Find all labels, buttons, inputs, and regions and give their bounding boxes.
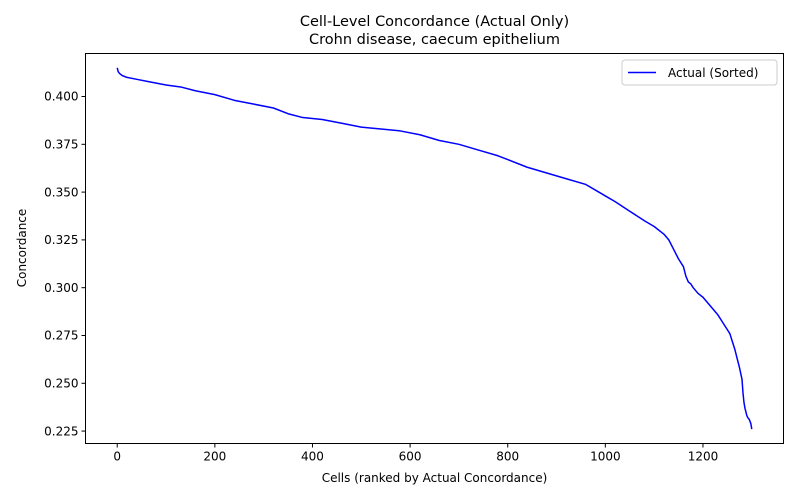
- x-axis: 0 200 400 600 800 1000 1200: [113, 443, 719, 464]
- x-tick-label-4: 800: [496, 450, 519, 464]
- y-tick-label-0: 0.225: [44, 424, 78, 438]
- y-tick-label-6: 0.375: [44, 138, 78, 152]
- y-tick-label-3: 0.300: [44, 281, 78, 295]
- y-axis: 0.225 0.250 0.275 0.300 0.325 0.350 0.375 0.400: [44, 90, 86, 438]
- chart-subtitle: Crohn disease, caecum epithelium: [309, 32, 560, 48]
- legend-label-actual: Actual (Sorted): [668, 66, 758, 80]
- y-tick-label-5: 0.350: [44, 185, 78, 199]
- plot-frame: [85, 53, 784, 444]
- plot-area: [116, 67, 753, 430]
- x-tick-label-5: 1000: [590, 450, 621, 464]
- legend-box: [621, 59, 778, 86]
- x-tick-label-0: 0: [113, 450, 121, 464]
- series-line-0: [116, 67, 753, 430]
- y-tick-label-1: 0.250: [44, 376, 78, 390]
- x-tick-label-1: 200: [203, 450, 226, 464]
- y-tick-label-4: 0.325: [44, 233, 78, 247]
- x-tick-label-3: 600: [399, 450, 422, 464]
- x-axis-label: Cells (ranked by Actual Concordance): [322, 471, 548, 485]
- x-tick-label-6: 1200: [688, 450, 719, 464]
- y-axis-label: Concordance: [15, 209, 29, 288]
- x-tick-label-2: 400: [301, 450, 324, 464]
- chart-title: Cell-Level Concordance (Actual Only): [300, 14, 569, 30]
- legend: Actual (Sorted): [621, 59, 778, 86]
- y-tick-label-7: 0.400: [44, 90, 78, 104]
- y-tick-label-2: 0.275: [44, 329, 78, 343]
